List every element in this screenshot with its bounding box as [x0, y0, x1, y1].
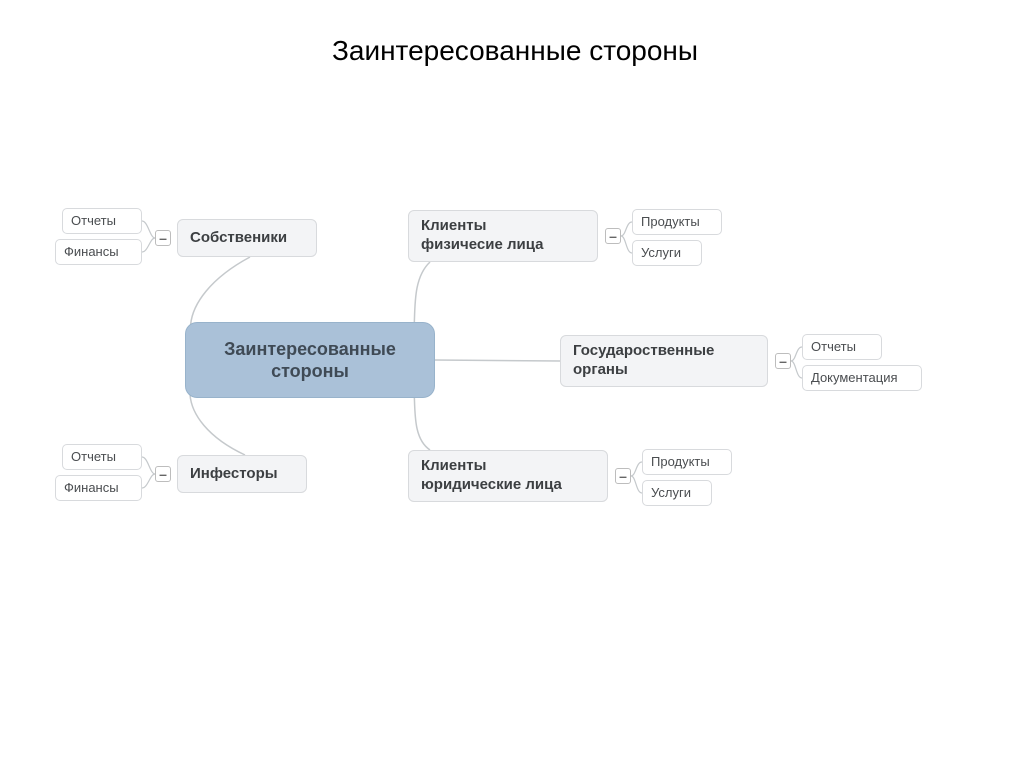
edge-clients-leg-c1: [631, 462, 642, 476]
node-clients-ind-services[interactable]: Услуги: [632, 240, 702, 266]
edge-clients-ind-c1: [621, 222, 632, 236]
edge-investors-c1: [142, 457, 155, 474]
node-investors[interactable]: Инфесторы: [177, 455, 307, 493]
edge-clients-leg-c2: [631, 476, 642, 493]
collapse-toggle-owners[interactable]: –: [155, 230, 171, 246]
collapse-toggle-clients-leg[interactable]: –: [615, 468, 631, 484]
page-title: Заинтересованные стороны: [235, 35, 795, 67]
edge-investors-c2: [142, 474, 155, 488]
collapse-toggle-gov[interactable]: –: [775, 353, 791, 369]
node-clients-leg-services[interactable]: Услуги: [642, 480, 712, 506]
node-government[interactable]: Государоственные органы: [560, 335, 768, 387]
node-owners-finance[interactable]: Финансы: [55, 239, 142, 265]
edge-owners-c1: [142, 221, 155, 238]
collapse-toggle-investors[interactable]: –: [155, 466, 171, 482]
edge-center-gov: [435, 360, 560, 361]
node-investors-reports[interactable]: Отчеты: [62, 444, 142, 470]
node-clients-legal[interactable]: Клиенты юридические лица: [408, 450, 608, 502]
collapse-toggle-clients-ind[interactable]: –: [605, 228, 621, 244]
node-owners[interactable]: Собственики: [177, 219, 317, 257]
edge-owners-c2: [142, 238, 155, 252]
mindmap-canvas: Заинтересованные стороны Заинтересованны…: [0, 0, 1024, 768]
node-clients-individuals[interactable]: Клиенты физичесие лица: [408, 210, 598, 262]
edge-gov-c1: [791, 347, 802, 361]
node-center[interactable]: Заинтересованные стороны: [185, 322, 435, 398]
node-owners-reports[interactable]: Отчеты: [62, 208, 142, 234]
node-gov-docs[interactable]: Документация: [802, 365, 922, 391]
node-gov-reports[interactable]: Отчеты: [802, 334, 882, 360]
node-clients-ind-products[interactable]: Продукты: [632, 209, 722, 235]
edge-clients-ind-c2: [621, 236, 632, 253]
node-clients-leg-products[interactable]: Продукты: [642, 449, 732, 475]
node-investors-finance[interactable]: Финансы: [55, 475, 142, 501]
edge-gov-c2: [791, 361, 802, 378]
